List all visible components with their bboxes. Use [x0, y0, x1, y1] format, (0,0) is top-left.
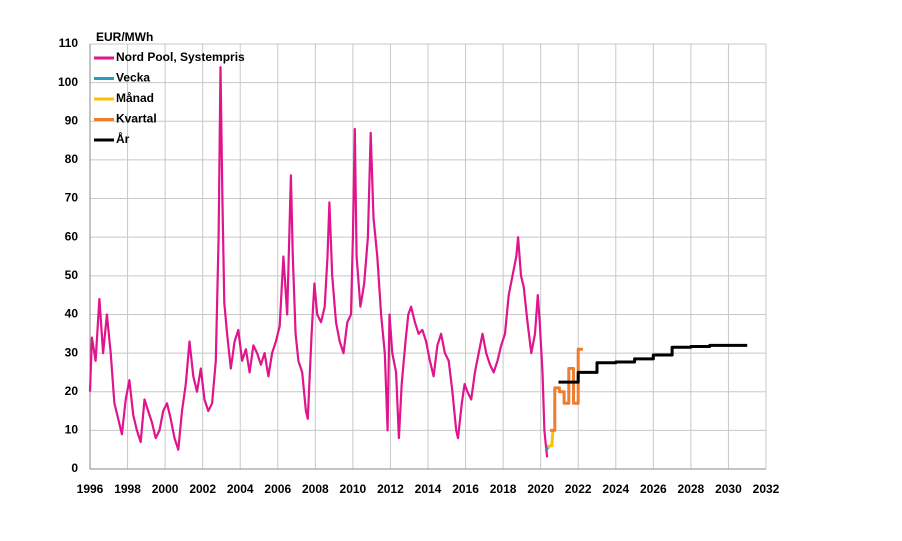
- y-tick-label: 70: [65, 191, 79, 205]
- y-tick-label: 60: [65, 229, 79, 243]
- x-tick-label: 1996: [77, 482, 104, 496]
- x-tick-label: 2020: [527, 482, 554, 496]
- x-tick-label: 2012: [377, 482, 404, 496]
- x-tick-label: 2016: [452, 482, 479, 496]
- y-tick-label: 20: [65, 384, 79, 398]
- x-tick-label: 2008: [302, 482, 329, 496]
- y-tick-label: 30: [65, 345, 79, 359]
- series-line: [550, 347, 583, 432]
- x-tick-label: 2018: [490, 482, 517, 496]
- y-tick-label: 90: [65, 113, 79, 127]
- x-tick-label: 2004: [227, 482, 254, 496]
- x-tick-label: 2000: [152, 482, 179, 496]
- series-line: [88, 66, 549, 458]
- x-tick-label: 2022: [565, 482, 592, 496]
- y-axis-label: EUR/MWh: [96, 30, 153, 44]
- x-tick-label: 2010: [340, 482, 367, 496]
- y-tick-label: 40: [65, 307, 79, 321]
- x-tick-label: 2030: [715, 482, 742, 496]
- series-line: [547, 430, 555, 449]
- x-tick-label: 2014: [415, 482, 442, 496]
- y-tick-label: 110: [59, 36, 79, 50]
- legend-label: Månad: [116, 91, 154, 105]
- x-tick-label: 2024: [602, 482, 629, 496]
- y-tick-label: 100: [58, 75, 78, 89]
- legend-label: År: [116, 131, 130, 146]
- y-tick-label: 10: [65, 423, 79, 437]
- x-tick-label: 2006: [264, 482, 291, 496]
- x-tick-label: 1998: [114, 482, 141, 496]
- series-line: [558, 343, 748, 384]
- y-tick-label: 50: [65, 268, 79, 282]
- legend-label: Vecka: [116, 71, 150, 85]
- legend-label: Kvartal: [116, 112, 157, 126]
- x-tick-label: 2028: [678, 482, 705, 496]
- y-tick-label: 80: [65, 152, 79, 166]
- y-tick-label: 0: [71, 461, 78, 475]
- legend-label: Nord Pool, Systempris: [116, 50, 245, 64]
- x-tick-label: 2032: [753, 482, 780, 496]
- x-tick-label: 2002: [189, 482, 216, 496]
- x-tick-label: 2026: [640, 482, 667, 496]
